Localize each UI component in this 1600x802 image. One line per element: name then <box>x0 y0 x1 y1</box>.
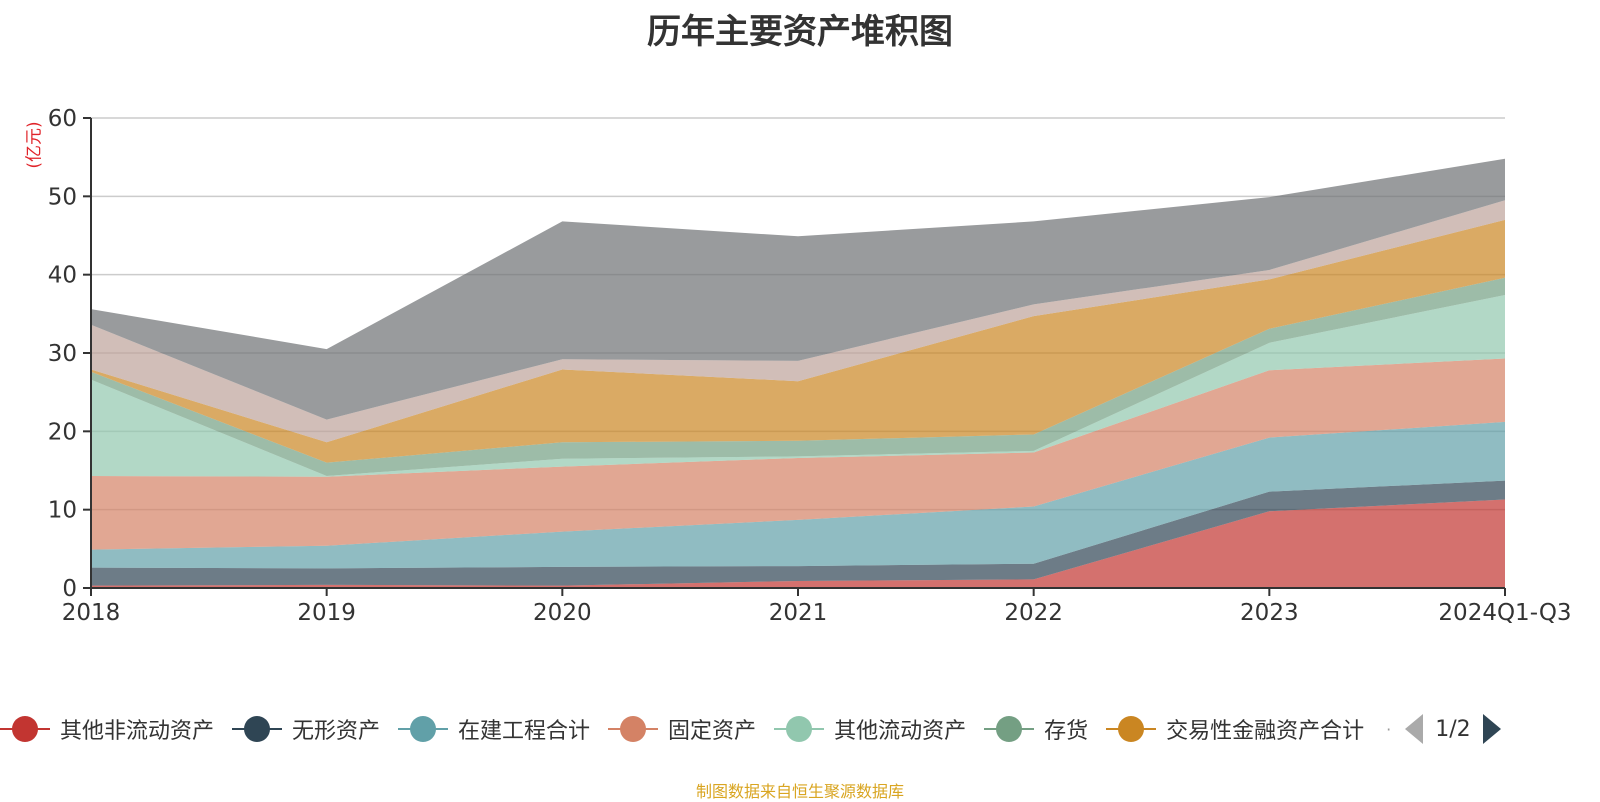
legend-prev-page-button[interactable] <box>1405 714 1424 744</box>
area-series-2[interactable] <box>91 480 1505 586</box>
data-source-note: 制图数据来自恒生聚源数据库 <box>695 782 904 801</box>
legend-item[interactable]: 存货 <box>984 713 1088 745</box>
legend-label: 无形资产 <box>292 719 381 744</box>
legend-label: 其他流动资产 <box>834 719 967 744</box>
chart-title: 历年主要资产堆积图 <box>647 12 953 52</box>
area-series-4[interactable] <box>91 358 1505 550</box>
legend-label: 交易性金融资产合计 <box>1166 719 1365 744</box>
legend-item[interactable]: 其他非流动资产 <box>0 713 214 745</box>
y-tick-label: 10 <box>48 498 77 524</box>
x-tick-label: 2020 <box>533 600 592 626</box>
y-tick-label: 40 <box>48 263 77 289</box>
x-tick-label: 2022 <box>1004 600 1063 626</box>
x-tick-label: 2023 <box>1240 600 1299 626</box>
legend-swatch <box>398 716 449 742</box>
axes: 0 10 20 30 40 50 60 2018 2019 2020 2021 2022 2023 202… <box>48 106 1572 626</box>
legend-label: 固定资产 <box>668 719 757 744</box>
y-tick-label: 0 <box>62 576 77 602</box>
area-series-1[interactable] <box>91 499 1505 588</box>
legend-item[interactable]: 在建工程合计 <box>398 713 590 745</box>
x-tick-label: 2021 <box>769 600 828 626</box>
legend-pager: 1/2 <box>1405 714 1501 744</box>
area-series <box>91 158 1505 588</box>
legend-items: 其他非流动资产 无形资产 在建工程合计 固定资产 其他流动资产 存货 交易性金融资产合计 <box>0 713 1382 745</box>
x-tick-label: 2019 <box>297 600 356 626</box>
stacked-area-chart: 0 10 20 30 40 50 60 2018 2019 2020 2021 2022 2023 202… <box>48 106 1572 626</box>
legend-swatch <box>774 716 825 742</box>
area-series-7[interactable] <box>91 219 1505 463</box>
area-series-5[interactable] <box>91 295 1505 477</box>
y-axis-unit-label: (亿元) <box>24 121 45 169</box>
y-tick-label: 60 <box>48 106 77 132</box>
legend-ellipsis: · <box>1386 719 1392 739</box>
legend-swatch <box>608 716 659 742</box>
legend-next-page-button[interactable] <box>1482 714 1501 744</box>
legend-item[interactable]: 交易性金融资产合计 <box>1106 713 1364 745</box>
area-series-3[interactable] <box>91 421 1505 569</box>
legend: 其他非流动资产 无形资产 在建工程合计 固定资产 其他流动资产 存货 交易性金融资产合计 ·… <box>0 712 1501 746</box>
y-tick-label: 20 <box>48 419 77 445</box>
x-tick-label: 2018 <box>62 600 121 626</box>
legend-swatch <box>984 716 1035 742</box>
x-tick-label: 2024Q1-Q3 <box>1438 600 1571 626</box>
legend-swatch <box>0 716 50 742</box>
legend-swatch <box>1106 716 1157 742</box>
legend-item[interactable]: 其他流动资产 <box>774 713 966 745</box>
y-tick-label: 50 <box>48 184 77 210</box>
legend-label: 在建工程合计 <box>458 719 591 744</box>
y-tick-label: 30 <box>48 341 77 367</box>
legend-item[interactable]: 固定资产 <box>608 713 756 745</box>
legend-item[interactable]: 无形资产 <box>232 713 380 745</box>
area-series-9[interactable] <box>91 158 1505 420</box>
legend-page-indicator: 1/2 <box>1435 716 1471 742</box>
legend-label: 其他非流动资产 <box>60 719 215 744</box>
legend-label: 存货 <box>1044 719 1089 744</box>
legend-swatch <box>232 716 283 742</box>
